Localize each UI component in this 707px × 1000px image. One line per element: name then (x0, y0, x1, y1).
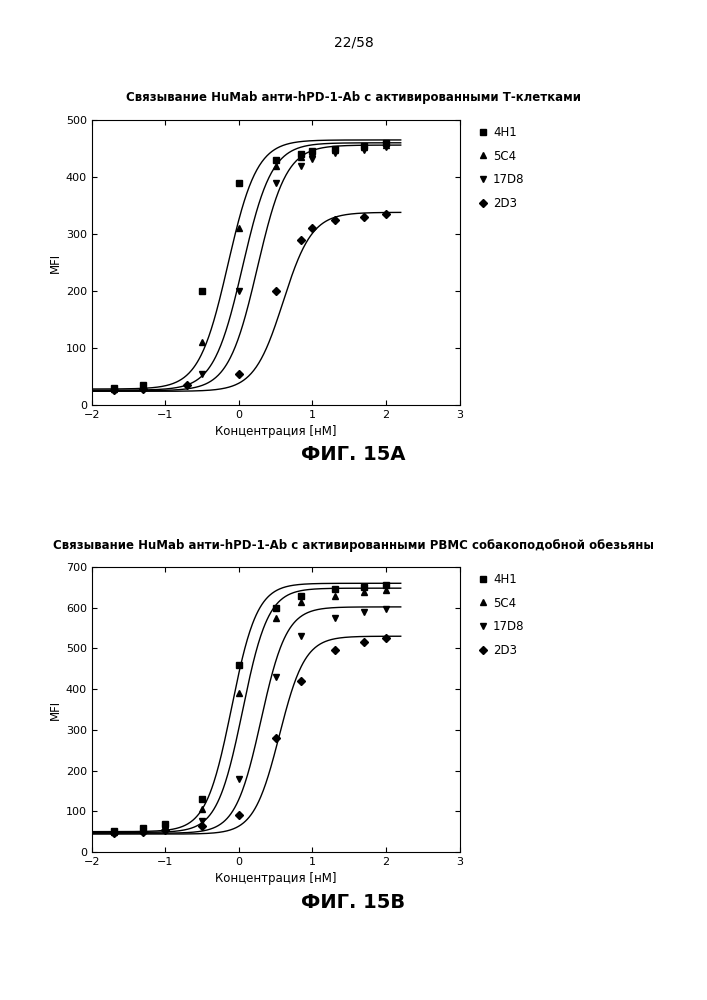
Text: ФИГ. 15В: ФИГ. 15В (301, 893, 406, 912)
X-axis label: Концентрация [нМ]: Концентрация [нМ] (215, 872, 337, 885)
Y-axis label: MFI: MFI (49, 252, 62, 273)
X-axis label: Концентрация [нМ]: Концентрация [нМ] (215, 425, 337, 438)
Y-axis label: MFI: MFI (49, 699, 62, 720)
Text: ФИГ. 15А: ФИГ. 15А (301, 445, 406, 464)
Text: Связывание HuMab анти-hPD-1-Ab с активированными РВМС собакоподобной обезьяны: Связывание HuMab анти-hPD-1-Ab с активир… (53, 539, 654, 552)
Text: 22/58: 22/58 (334, 35, 373, 49)
Legend: 4H1, 5C4, 17D8, 2D3: 4H1, 5C4, 17D8, 2D3 (480, 573, 525, 657)
Legend: 4H1, 5C4, 17D8, 2D3: 4H1, 5C4, 17D8, 2D3 (480, 126, 525, 210)
Text: Связывание HuMab анти-hPD-1-Ab с активированными Т-клетками: Связывание HuMab анти-hPD-1-Ab с активир… (126, 91, 581, 104)
